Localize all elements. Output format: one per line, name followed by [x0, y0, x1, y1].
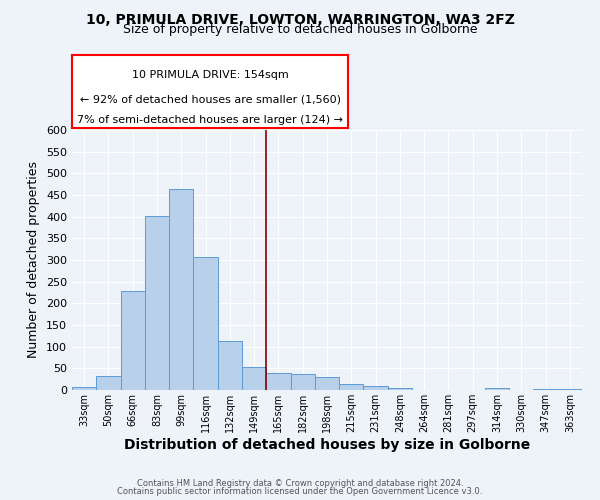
Bar — [193, 257, 218, 390]
X-axis label: Distribution of detached houses by size in Golborne: Distribution of detached houses by size … — [124, 438, 530, 452]
Bar — [388, 388, 412, 390]
Bar — [558, 388, 582, 390]
Bar — [266, 372, 290, 390]
Bar — [364, 386, 388, 390]
Bar — [121, 291, 145, 390]
Bar — [145, 216, 169, 390]
Y-axis label: Number of detached properties: Number of detached properties — [28, 162, 40, 358]
Bar — [96, 376, 121, 390]
Text: 10, PRIMULA DRIVE, LOWTON, WARRINGTON, WA3 2FZ: 10, PRIMULA DRIVE, LOWTON, WARRINGTON, W… — [86, 12, 514, 26]
Text: Contains public sector information licensed under the Open Government Licence v3: Contains public sector information licen… — [118, 487, 482, 496]
Text: Size of property relative to detached houses in Golborne: Size of property relative to detached ho… — [123, 22, 477, 36]
Text: 7% of semi-detached houses are larger (124) →: 7% of semi-detached houses are larger (1… — [77, 116, 343, 125]
Bar — [169, 190, 193, 390]
Bar — [72, 387, 96, 390]
Bar — [533, 388, 558, 390]
Text: ← 92% of detached houses are smaller (1,560): ← 92% of detached houses are smaller (1,… — [80, 95, 341, 105]
Text: Contains HM Land Registry data © Crown copyright and database right 2024.: Contains HM Land Registry data © Crown c… — [137, 478, 463, 488]
Bar — [339, 384, 364, 390]
Bar — [218, 342, 242, 390]
Bar — [290, 374, 315, 390]
Bar — [485, 388, 509, 390]
Text: 10 PRIMULA DRIVE: 154sqm: 10 PRIMULA DRIVE: 154sqm — [131, 70, 289, 81]
Bar — [315, 377, 339, 390]
Bar — [242, 366, 266, 390]
